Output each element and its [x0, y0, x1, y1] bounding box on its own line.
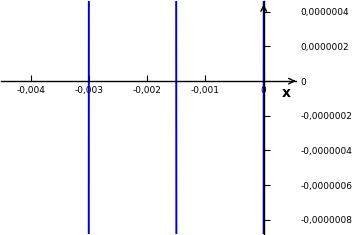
- Text: x: x: [282, 86, 291, 100]
